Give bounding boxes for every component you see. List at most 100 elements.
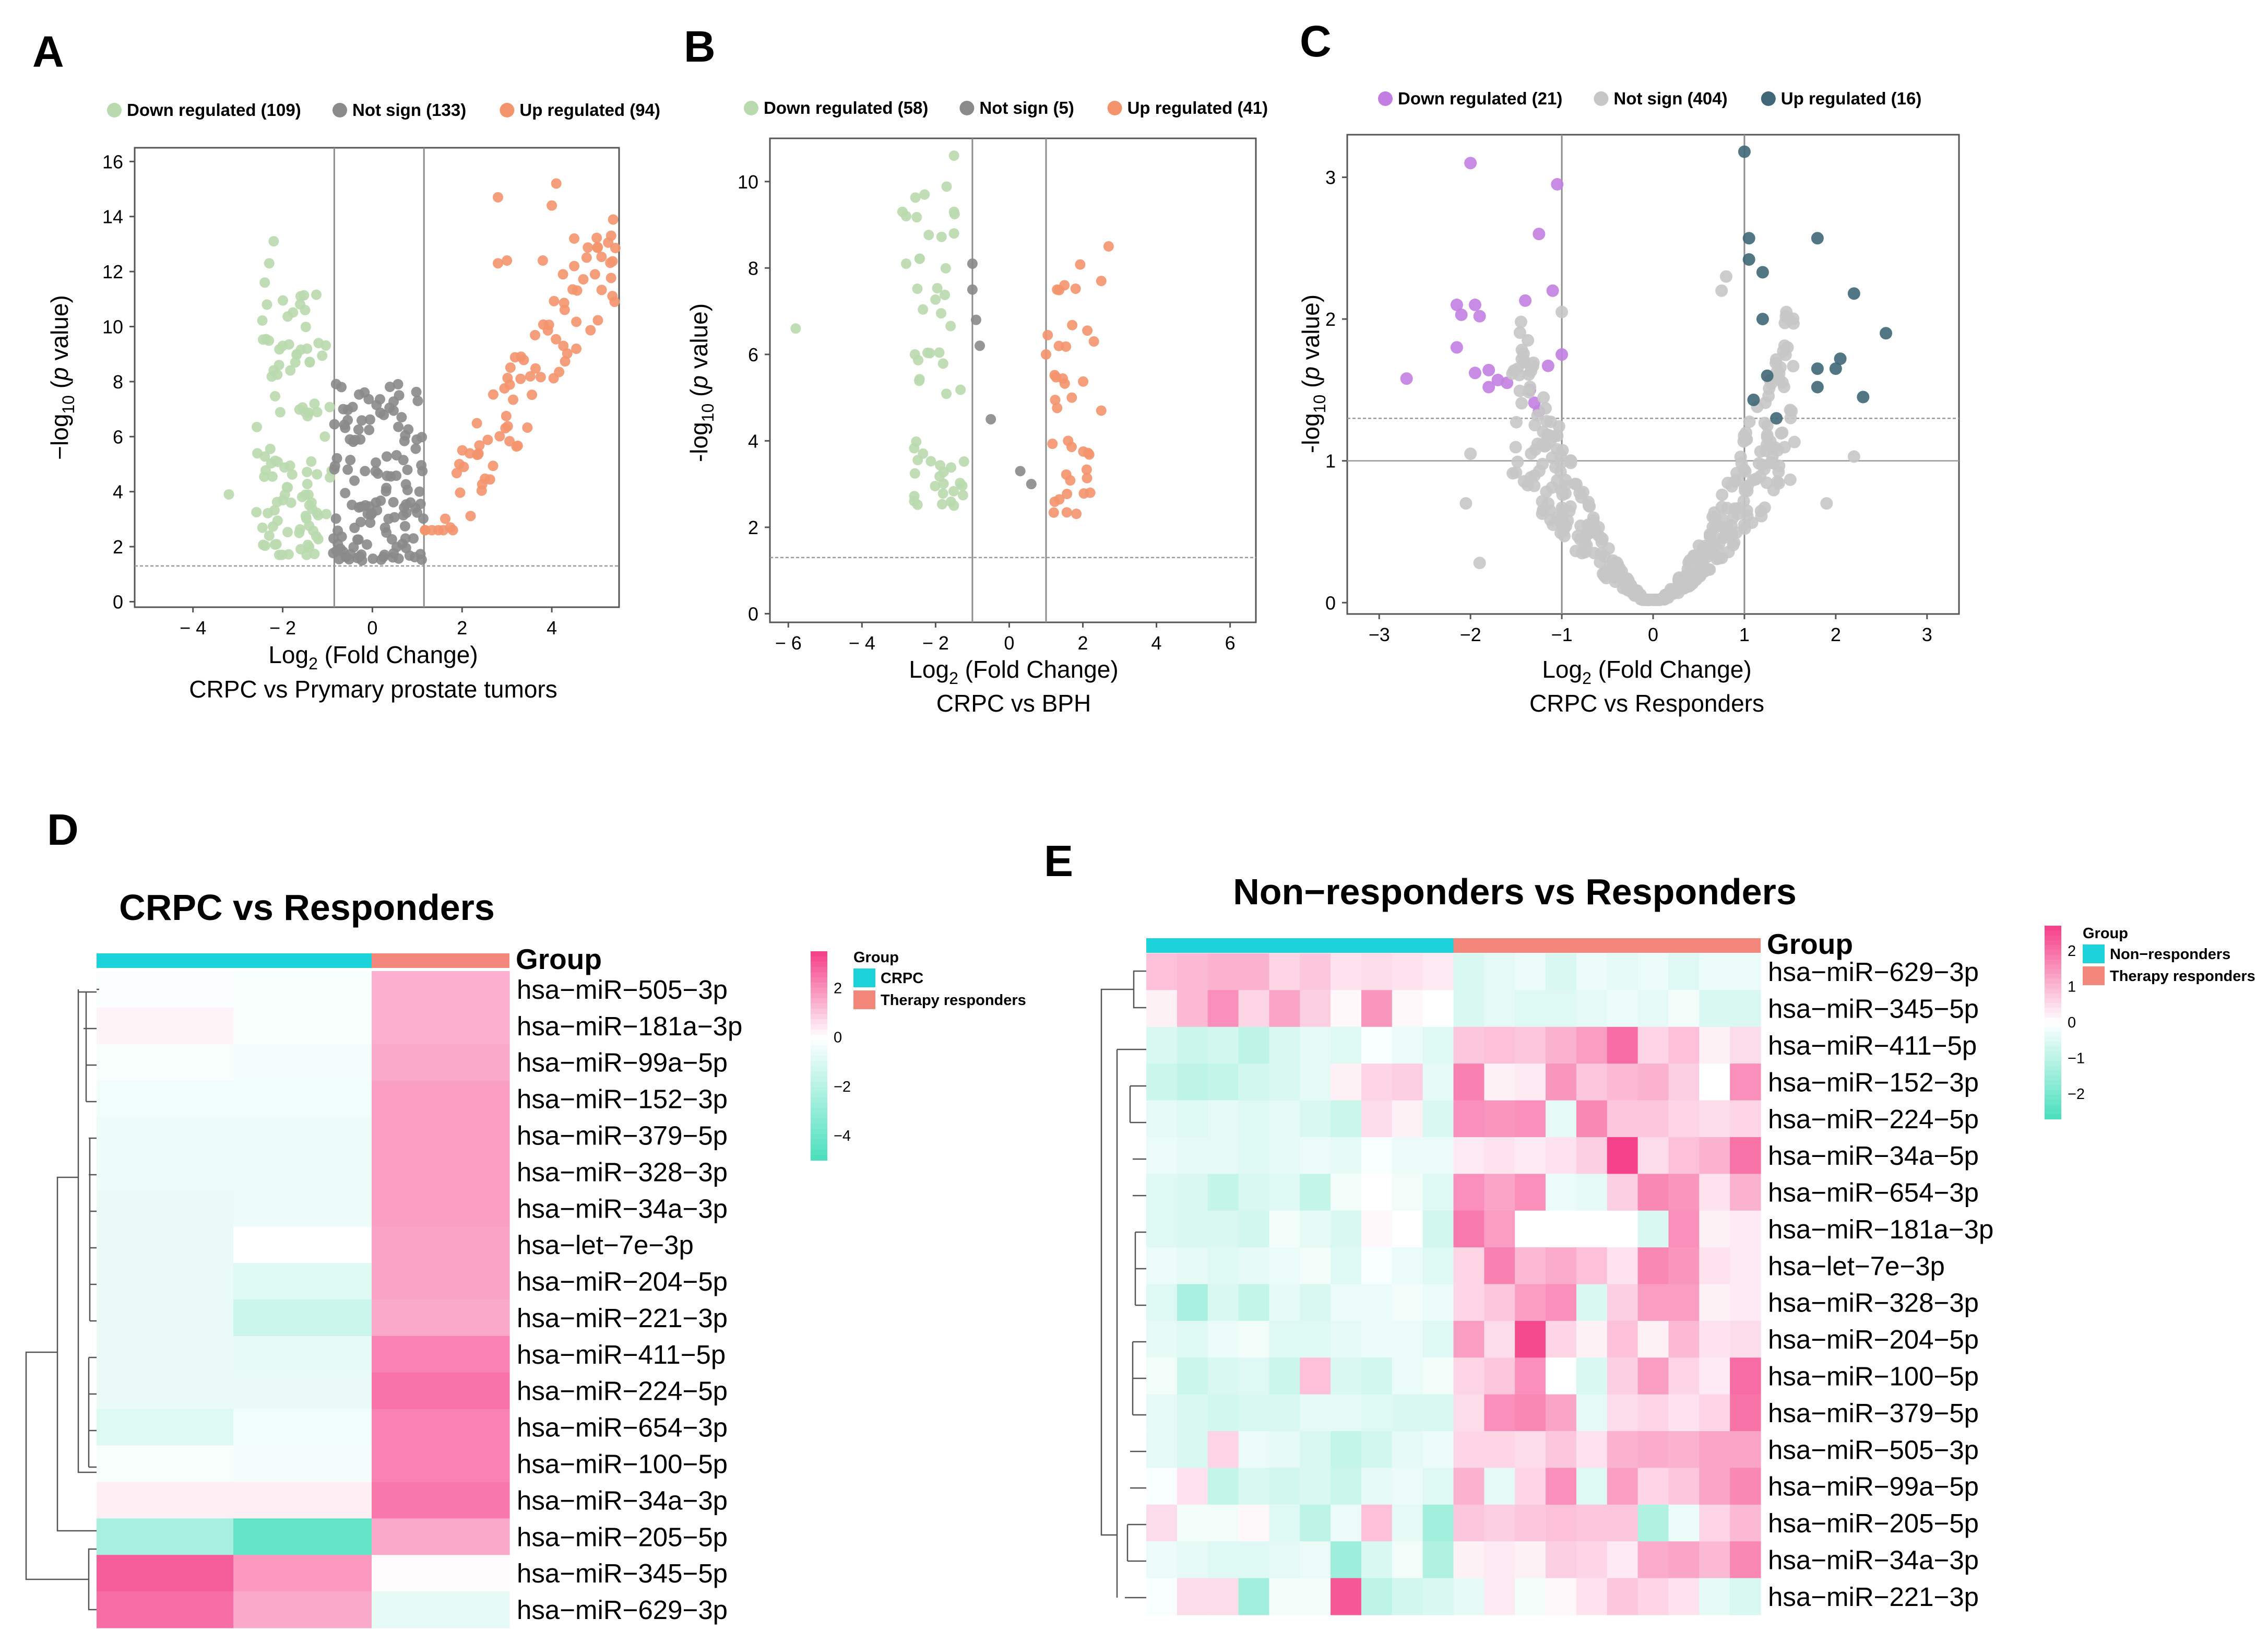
data-point [1542,497,1555,510]
data-point [957,490,968,501]
heatmap-cell [1392,1468,1423,1505]
data-point [583,242,593,253]
heatmap-cell [1300,1137,1331,1174]
heatmap-cell [1515,1100,1546,1138]
data-point [223,489,234,500]
data-point [1742,232,1755,245]
heatmap-cell [1300,1247,1331,1285]
row-label: hsa−miR−221−3p [517,1303,728,1333]
heatmap-cell [1331,1504,1362,1542]
data-point [274,360,284,371]
data-point [1738,518,1751,531]
heatmap-cell [1207,1284,1239,1321]
data-point [290,357,301,368]
row-label: hsa−miR−411−5p [517,1340,726,1369]
heatmap-cell [1607,1541,1638,1579]
heatmap-cell [1576,1026,1608,1064]
heatmap-cell [1300,953,1331,990]
data-point [1761,419,1774,432]
colorbar-step [811,956,827,962]
heatmap-cell [1361,1468,1393,1505]
heatmap-cell [1453,1320,1485,1358]
heatmap-cell [1668,1357,1700,1395]
chart-subtitle: CRPC vs Prymary prostate tumors [189,676,557,703]
heatmap-cell [1668,1320,1700,1358]
heatmap-cell [1607,1394,1638,1432]
data-point [985,414,996,424]
heatmap-cell [1422,1174,1454,1211]
x-tick-label: 2 [1077,632,1088,654]
data-point [1528,469,1541,482]
heatmap-cell [1453,1247,1485,1285]
heatmap-cell [1207,1064,1239,1101]
heatmap-cell [1637,1247,1669,1285]
data-point [474,440,485,451]
data-point [1709,531,1722,545]
data-point [302,479,313,490]
colorbar-step [2045,1046,2061,1052]
colorbar-step [2045,1032,2061,1037]
heatmap-cell [1146,1431,1178,1469]
heatmap-cell [233,1117,372,1154]
data-point [547,200,557,211]
heatmap-title: CRPC vs Responders [119,887,495,928]
data-point [391,450,402,461]
heatmap-cell [1207,1247,1239,1285]
data-point [1524,381,1537,394]
data-point [272,456,283,467]
data-point [304,357,315,368]
heatmap-cell [1146,1064,1178,1101]
data-point [1672,586,1685,599]
heatmap-cell [1422,1247,1454,1285]
heatmap-cell [1546,1578,1577,1615]
group-bar [1453,938,1761,953]
data-point [378,409,389,420]
data-point [396,412,407,423]
colorbar-tick-label: −2 [2068,1086,2085,1103]
data-point [414,486,425,497]
data-point [1075,259,1086,270]
data-point [393,379,403,389]
heatmap-cell [1546,1320,1577,1358]
data-point [1722,546,1735,559]
panel-label: D [47,805,79,854]
data-point [1513,326,1526,339]
row-label: hsa−miR−328−3p [1768,1288,1979,1318]
colorbar-step [2045,984,2061,989]
data-point [522,422,533,433]
heatmap-cell [1453,1026,1485,1064]
heatmap-cell [1177,1174,1208,1211]
data-point [925,456,936,467]
data-point [1758,501,1771,514]
data-point [1559,487,1572,500]
data-point [1552,420,1565,433]
data-point [259,451,270,462]
data-point [934,347,945,358]
colorbar-step [811,1077,827,1082]
heatmap-cell [1269,1284,1300,1321]
data-point [1730,526,1743,539]
data-point [331,453,342,464]
data-point [1719,270,1732,283]
row-label: hsa−miR−379−5p [517,1121,728,1151]
plot-frame [1346,134,1960,615]
heatmap-cell [1146,1468,1178,1505]
data-point [948,486,959,497]
data-point [393,421,404,432]
heatmap-cell [1576,1210,1608,1248]
data-point [1527,356,1540,369]
heatmap-cell [1484,1247,1515,1285]
heatmap-cell [1207,1578,1239,1615]
data-point [398,510,409,521]
data-point [1600,572,1613,585]
data-point [1880,327,1893,340]
heatmap-cell [1668,1541,1700,1579]
data-point [975,340,985,351]
heatmap-cell [233,1007,372,1045]
y-tick-label: 4 [748,430,758,452]
data-point [1770,357,1783,370]
heatmap-cell [1546,1064,1577,1101]
data-point [1555,348,1569,361]
row-label: hsa−miR−654−3p [517,1413,728,1443]
y-tick-label: 2 [1325,309,1336,330]
